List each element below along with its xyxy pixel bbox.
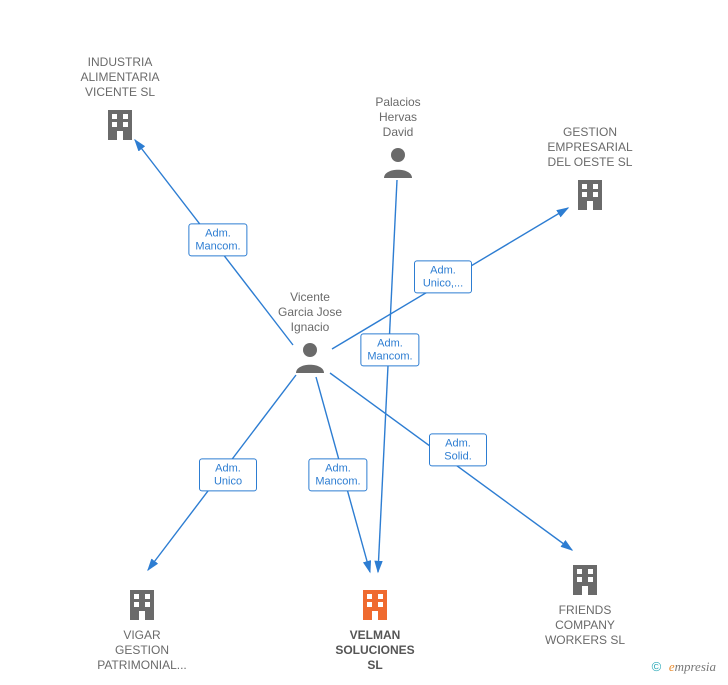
person-icon [338, 144, 458, 184]
building-icon [525, 559, 645, 603]
person-icon [250, 339, 370, 379]
node-vicente[interactable]: Vicente Garcia Jose Ignacio [250, 290, 370, 379]
node-label: VELMAN SOLUCIONES SL [315, 628, 435, 673]
edge-label[interactable]: Adm. Unico,... [414, 260, 472, 293]
building-icon [60, 104, 180, 148]
node-label: VIGAR GESTION PATRIMONIAL... [82, 628, 202, 673]
diagram-canvas: INDUSTRIA ALIMENTARIA VICENTE SL GESTION… [0, 0, 728, 685]
node-label: Vicente Garcia Jose Ignacio [250, 290, 370, 335]
edge-label[interactable]: Adm. Mancom. [360, 333, 419, 366]
copyright-symbol: © [652, 659, 662, 674]
building-icon [82, 584, 202, 628]
edge-label[interactable]: Adm. Mancom. [308, 458, 367, 491]
node-label: FRIENDS COMPANY WORKERS SL [525, 603, 645, 648]
brand-label: empresia [669, 659, 716, 674]
node-friends[interactable]: FRIENDS COMPANY WORKERS SL [525, 555, 645, 648]
node-label: INDUSTRIA ALIMENTARIA VICENTE SL [60, 55, 180, 100]
edge-line [378, 180, 397, 572]
edge-label[interactable]: Adm. Unico [199, 458, 257, 491]
edge-label[interactable]: Adm. Mancom. [188, 223, 247, 256]
node-vigar[interactable]: VIGAR GESTION PATRIMONIAL... [82, 580, 202, 673]
node-palacios[interactable]: Palacios Hervas David [338, 95, 458, 184]
node-industria[interactable]: INDUSTRIA ALIMENTARIA VICENTE SL [60, 55, 180, 148]
node-label: Palacios Hervas David [338, 95, 458, 140]
node-label: GESTION EMPRESARIAL DEL OESTE SL [530, 125, 650, 170]
node-gestion[interactable]: GESTION EMPRESARIAL DEL OESTE SL [530, 125, 650, 218]
node-velman[interactable]: VELMAN SOLUCIONES SL [315, 580, 435, 673]
building-icon [530, 174, 650, 218]
copyright: © empresia [652, 659, 716, 675]
edge-label[interactable]: Adm. Solid. [429, 433, 487, 466]
building-icon [315, 584, 435, 628]
